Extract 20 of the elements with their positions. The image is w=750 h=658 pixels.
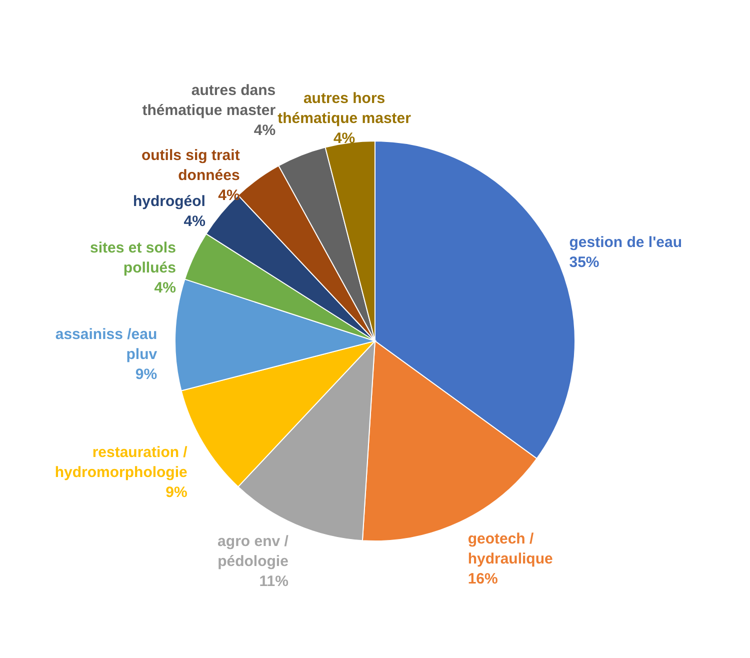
slice-label: autres dans thématique master: [142, 82, 276, 119]
data-label: 4%: [184, 212, 206, 230]
data-label: 4%: [154, 279, 176, 296]
data-label: 4%: [254, 122, 276, 139]
data-label: 9%: [135, 366, 158, 384]
slice-label: outils sig trait données: [141, 146, 240, 184]
slice-label: autres hors thématique master: [278, 90, 412, 127]
slice-label: agro env / pédologie: [218, 533, 290, 570]
data-label: 9%: [166, 484, 188, 501]
slice-label: assainiss /eau pluv: [55, 326, 158, 364]
data-label: 4%: [218, 186, 240, 204]
data-label: 16%: [468, 570, 498, 588]
slice-label: restauration / hydromorphologie: [54, 444, 188, 481]
slice-label: geotech / hydraulique: [468, 530, 553, 568]
slice-label: hydrogéol: [132, 192, 206, 210]
data-label: 35%: [569, 254, 600, 272]
slice-label: gestion de l'eau: [569, 234, 682, 252]
data-label: 4%: [333, 130, 356, 147]
data-label: 11%: [259, 573, 288, 590]
slice-label: sites et sols pollués: [90, 239, 176, 276]
